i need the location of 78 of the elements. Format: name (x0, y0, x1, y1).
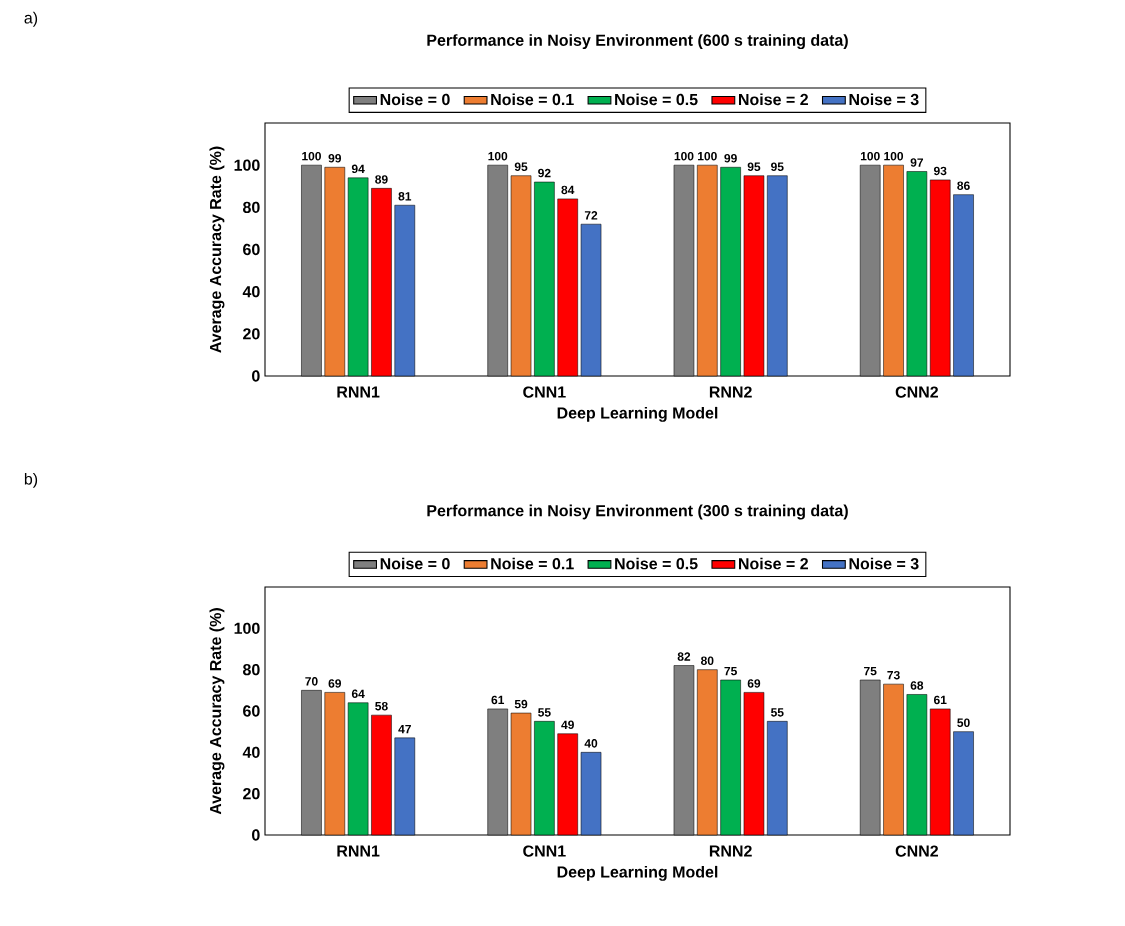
x-tick-label: CNN2 (895, 386, 939, 398)
data-label: 94 (351, 164, 365, 174)
y-axis-title: Average Accuracy Rate (%) (209, 608, 225, 815)
data-label: 55 (538, 708, 551, 717)
legend-label: Noise = 2 (739, 93, 808, 106)
x-tick-label: RNN1 (337, 845, 380, 857)
x-tick-label: CNN1 (523, 845, 566, 857)
data-label: 100 (302, 151, 321, 161)
data-label: 97 (910, 158, 924, 167)
data-label: 61 (933, 695, 947, 705)
data-label: 92 (538, 168, 551, 178)
data-label: 69 (747, 679, 761, 688)
data-label: 58 (375, 701, 388, 711)
data-label: 75 (724, 666, 737, 676)
legend-label: Noise = 2 (739, 557, 808, 570)
data-label: 72 (584, 211, 598, 220)
data-label: 100 (488, 151, 508, 161)
x-tick-label: RNN2 (709, 386, 752, 398)
y-axis-title: Average Accuracy Rate (%) (209, 146, 225, 353)
data-label: 100 (860, 151, 880, 161)
data-label: 99 (328, 154, 342, 163)
data-label: 64 (351, 689, 365, 699)
y-tick-label: 20 (243, 328, 260, 340)
data-label: 40 (584, 739, 598, 748)
x-axis-title: Deep Learning Model (557, 406, 718, 422)
legend-label: Noise = 3 (849, 93, 919, 106)
legend-label: Noise = 3 (849, 557, 919, 570)
y-tick-label: 100 (234, 159, 260, 171)
data-label: 68 (910, 681, 924, 690)
legend-label: Noise = 0.5 (615, 93, 698, 106)
data-label: 86 (957, 181, 970, 190)
data-label: 99 (724, 154, 737, 163)
y-tick-label: 40 (242, 286, 260, 298)
text: a) (24, 11, 38, 27)
legend-label: Noise = 0.1 (491, 557, 574, 570)
data-label: 95 (771, 162, 784, 171)
data-label: 93 (933, 166, 947, 176)
data-label: 84 (561, 185, 575, 195)
data-label: 95 (747, 162, 761, 171)
x-tick-label: RNN1 (337, 386, 380, 398)
x-tick-label: RNN2 (709, 845, 752, 857)
data-label: 89 (375, 175, 388, 184)
y-tick-label: 80 (242, 201, 260, 213)
data-label: 55 (770, 708, 784, 717)
y-tick-label: 100 (234, 622, 260, 634)
y-tick-label: 80 (242, 664, 260, 676)
legend-label: Noise = 0.1 (491, 93, 574, 106)
data-label: 95 (514, 162, 528, 171)
text: b) (24, 472, 38, 488)
data-label: 69 (328, 679, 342, 688)
y-tick-label: 40 (242, 746, 260, 758)
data-label: 100 (674, 151, 694, 161)
x-tick-label: CNN1 (523, 386, 566, 398)
y-tick-label: 60 (243, 705, 260, 717)
x-axis-title: Deep Learning Model (557, 865, 718, 881)
data-label: 47 (398, 724, 411, 734)
chart-title: Performance in Noisy Environment (600 s training data) (427, 34, 848, 50)
y-tick-label: 20 (243, 788, 260, 800)
data-label: 61 (491, 695, 505, 705)
x-tick-label: CNN2 (895, 845, 939, 857)
data-label: 75 (864, 666, 877, 676)
legend-label: Noise = 0 (380, 93, 450, 106)
data-label: 100 (698, 151, 717, 161)
chart-title: Performance in Noisy Environment (300 s training data) (427, 504, 848, 520)
legend-label: Noise = 0 (380, 557, 450, 570)
data-label: 81 (398, 192, 412, 201)
legend-label: Noise = 0.5 (615, 557, 698, 570)
y-tick-label: 0 (252, 370, 260, 382)
y-tick-label: 0 (252, 829, 260, 841)
y-tick-label: 60 (243, 243, 260, 256)
data-label: 82 (677, 652, 691, 661)
data-label: 80 (700, 656, 714, 665)
data-label: 73 (887, 670, 900, 680)
data-label: 70 (305, 677, 318, 686)
data-label: 49 (561, 720, 574, 730)
data-label: 100 (884, 151, 904, 161)
data-label: 59 (514, 699, 528, 709)
data-label: 50 (957, 718, 970, 727)
